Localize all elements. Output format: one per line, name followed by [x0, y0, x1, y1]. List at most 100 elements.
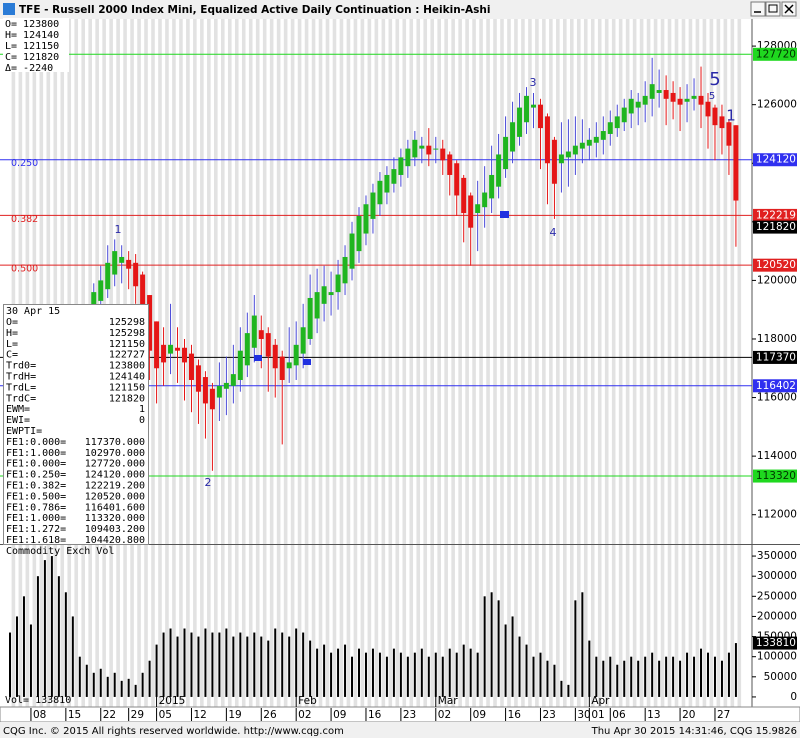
volume-bar — [120, 680, 123, 697]
day-stripe — [402, 19, 407, 707]
candle-body — [314, 292, 320, 319]
day-stripe — [318, 19, 323, 707]
maximize-button[interactable] — [765, 1, 781, 17]
day-stripe — [339, 19, 344, 707]
volume-bar — [700, 648, 703, 697]
volume-bar — [672, 656, 675, 697]
level-label: 122219 — [756, 209, 796, 221]
data-box-value: 124140 — [109, 372, 145, 383]
day-stripe — [165, 19, 169, 707]
volume-readout: Vol= 133810 — [5, 695, 71, 706]
candle-body — [628, 98, 634, 114]
wave-label: 4 — [550, 226, 557, 239]
volume-last-label: 133810 — [756, 637, 796, 649]
candle-body — [677, 98, 683, 105]
day-stripe — [590, 19, 595, 707]
candles — [91, 57, 739, 471]
y-tick-label: 118000 — [757, 333, 797, 345]
volume-bar — [602, 660, 605, 697]
minimize-button[interactable] — [750, 1, 766, 17]
candle-body — [524, 95, 530, 123]
fib-label: 0.500 — [11, 264, 38, 275]
y-tick-label: 114000 — [757, 450, 797, 462]
data-box-label: Trd0= — [6, 361, 36, 372]
volume-bar — [455, 652, 458, 697]
window-title: TFE - Russell 2000 Index Mini, Equalized… — [19, 4, 491, 16]
candle-body — [112, 251, 118, 275]
candle-body — [572, 145, 578, 155]
candle-body — [726, 122, 732, 146]
volume-bar — [595, 656, 598, 697]
data-box-label: L= — [6, 339, 18, 350]
volume-bar — [134, 684, 137, 697]
x-tick-label: 19 — [228, 709, 241, 721]
candle-body — [300, 327, 306, 354]
day-stripe — [681, 19, 686, 707]
volume-y-tick-label: 100000 — [757, 651, 797, 663]
day-stripe — [716, 19, 721, 707]
volume-bar — [323, 644, 326, 697]
candle-body — [286, 362, 292, 369]
day-stripe — [346, 19, 351, 707]
volume-bar — [190, 632, 193, 697]
app-icon — [3, 3, 15, 15]
volume-last-box — [753, 636, 797, 650]
day-stripe — [723, 19, 728, 707]
volume-bar — [588, 640, 591, 697]
candle-body — [649, 84, 655, 99]
x-tick-label: 26 — [263, 709, 277, 721]
volume-bar — [295, 628, 298, 697]
candle-body — [698, 95, 704, 105]
day-stripe — [423, 19, 428, 707]
fib-label: 0.250 — [11, 158, 38, 169]
level-box — [753, 258, 797, 272]
candle-body — [398, 157, 404, 175]
data-box-label: O= — [6, 317, 18, 328]
day-stripe — [269, 19, 274, 707]
day-stripe — [660, 19, 665, 707]
maximize-icon — [768, 4, 778, 13]
volume-bar — [553, 664, 556, 697]
day-stripe — [542, 19, 546, 707]
volume-bar — [50, 556, 53, 697]
candle-body — [202, 377, 208, 404]
candle-body — [188, 353, 194, 380]
volume-bar — [644, 656, 647, 697]
data-box-value: 102970.000 — [85, 448, 145, 459]
wave-label: 1 — [115, 223, 122, 236]
x-tick-label: 09 — [333, 709, 346, 721]
candle-body — [195, 365, 201, 392]
day-stripe — [381, 19, 386, 707]
data-box-label: FE1:0.000= — [6, 459, 66, 470]
volume-bar — [9, 632, 11, 697]
volume-bar — [483, 596, 486, 697]
volume-bar — [71, 616, 74, 697]
volume-y-tick-label: 350000 — [757, 550, 797, 562]
day-stripe — [255, 19, 260, 707]
candle-body — [440, 148, 446, 161]
volume-bar — [85, 664, 88, 697]
data-box-value: 104420.800 — [85, 535, 145, 546]
candle-body — [551, 139, 557, 184]
day-stripe — [332, 19, 337, 707]
day-stripe — [214, 19, 218, 707]
day-stripe — [290, 19, 295, 707]
candle-body — [454, 163, 460, 196]
data-box-label: FE1:0.382= — [6, 481, 66, 492]
volume-bar — [232, 636, 235, 697]
volume-bar — [113, 672, 116, 697]
wave-label: 2 — [205, 476, 212, 489]
volume-bar — [511, 616, 514, 697]
volume-bar — [15, 616, 18, 697]
volume-bar — [78, 656, 81, 697]
candle-body — [719, 116, 725, 129]
data-box-label: FE1:0.250= — [6, 470, 66, 481]
volume-y-tick-label: 250000 — [757, 590, 797, 602]
day-stripe — [583, 19, 588, 707]
month-label: 2015 — [159, 695, 186, 707]
volume-bar — [546, 660, 549, 697]
month-label: Feb — [298, 695, 317, 707]
day-stripe — [521, 19, 525, 707]
candle-body — [558, 154, 564, 164]
